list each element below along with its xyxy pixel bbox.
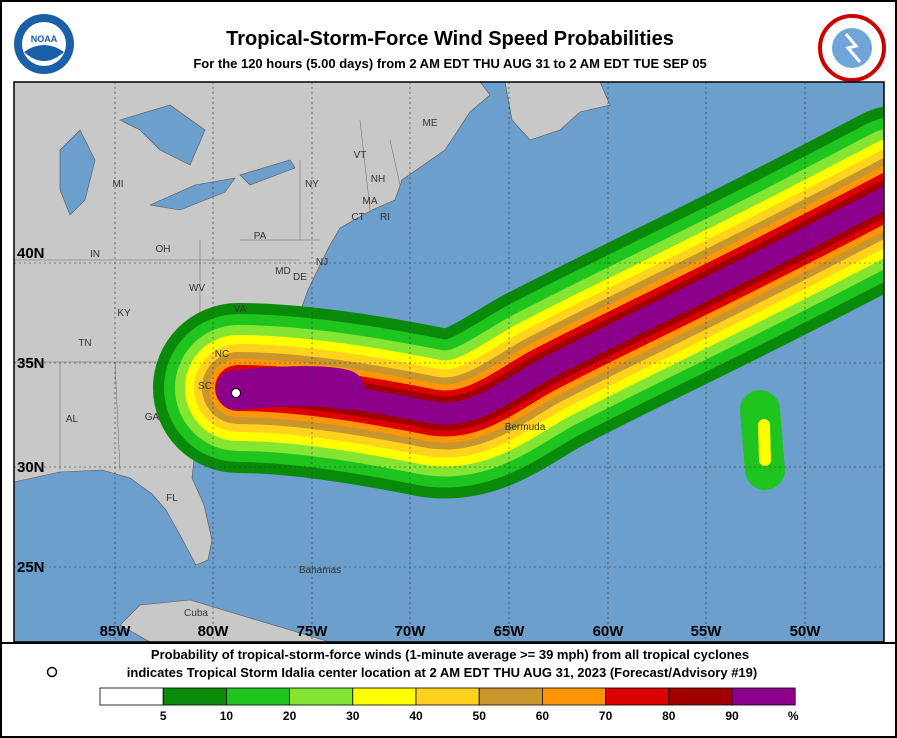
longitude-label: 65W [494,623,526,640]
longitude-label: 80W [198,623,230,640]
legend-threshold: 30 [346,709,360,723]
political-borders [14,119,401,471]
legend-threshold: 60 [536,709,550,723]
place-label: Cuba [184,608,208,619]
place-label: VT [354,150,367,161]
latitude-label: 30N [17,459,45,476]
place-label: GA [145,412,160,423]
footer-line-1: Probability of tropical-storm-force wind… [151,647,749,662]
storm-center [231,388,241,398]
place-label: KY [117,308,131,319]
place-label: RI [380,212,390,223]
place-label: MA [363,196,378,207]
longitude-label: 60W [593,623,625,640]
place-label: WV [189,283,205,294]
place-label: NC [215,349,229,360]
legend-threshold: 10 [220,709,234,723]
legend-swatch [415,687,480,706]
place-label: MD [275,266,291,277]
place-label: SC [198,381,212,392]
place-label: MI [112,179,123,190]
swath-layer [216,366,365,410]
legend-threshold: 90 [725,709,739,723]
map [14,82,884,642]
graticule [14,82,884,642]
latitude-label: 35N [17,355,45,372]
place-label: NH [371,174,385,185]
legend: 5 10 20 30 40 50 60 70 80 90% [99,687,799,723]
title: Tropical-Storm-Force Wind Speed Probabil… [226,28,674,50]
place-label: TN [78,338,91,349]
center-symbol [46,666,58,678]
legend-threshold: 70 [599,709,613,723]
legend-swatch [352,687,417,706]
longitude-label: 85W [100,623,132,640]
legend-swatch [99,687,164,706]
legend-swatch [542,687,607,706]
legend-swatch [668,687,733,706]
place-label: VA [234,304,247,315]
place-label: CT [351,212,364,223]
legend-threshold: 50 [473,709,487,723]
place-label: IN [90,249,100,260]
latitude-label: 40N [17,245,45,262]
place-label: NY [305,179,319,190]
legend-swatch [478,687,543,706]
swath-layer [758,419,771,466]
legend-threshold: 5 [160,709,167,723]
place-label: FL [166,493,178,504]
legend-swatch [225,687,290,706]
legend-threshold: 40 [409,709,423,723]
latitude-label: 25N [17,559,45,576]
place-label: Bermuda [505,422,546,433]
place-label: NJ [316,257,328,268]
legend-swatch [162,687,227,706]
subtitle: For the 120 hours (5.00 days) from 2 AM … [193,56,706,71]
noaa-logo: NOAA [14,14,74,74]
legend-threshold: 80 [662,709,676,723]
legend-swatch [731,687,796,706]
footer-line-2: indicates Tropical Storm Idalia center l… [127,665,757,680]
legend-swatch [289,687,354,706]
longitude-label: 50W [790,623,822,640]
longitude-label: 70W [395,623,427,640]
longitude-label: 75W [297,623,329,640]
legend-unit: % [788,709,799,723]
svg-text:NOAA: NOAA [31,34,58,44]
place-label: PA [254,231,267,242]
place-label: Bahamas [299,565,341,576]
legend-threshold: 20 [283,709,297,723]
legend-swatch [605,687,670,706]
place-label: DE [293,272,307,283]
probability-swath [153,107,884,499]
longitude-label: 55W [691,623,723,640]
place-label: OH [156,244,171,255]
place-label: AL [66,414,79,425]
nws-logo [818,14,886,82]
place-label: ME [423,118,438,129]
